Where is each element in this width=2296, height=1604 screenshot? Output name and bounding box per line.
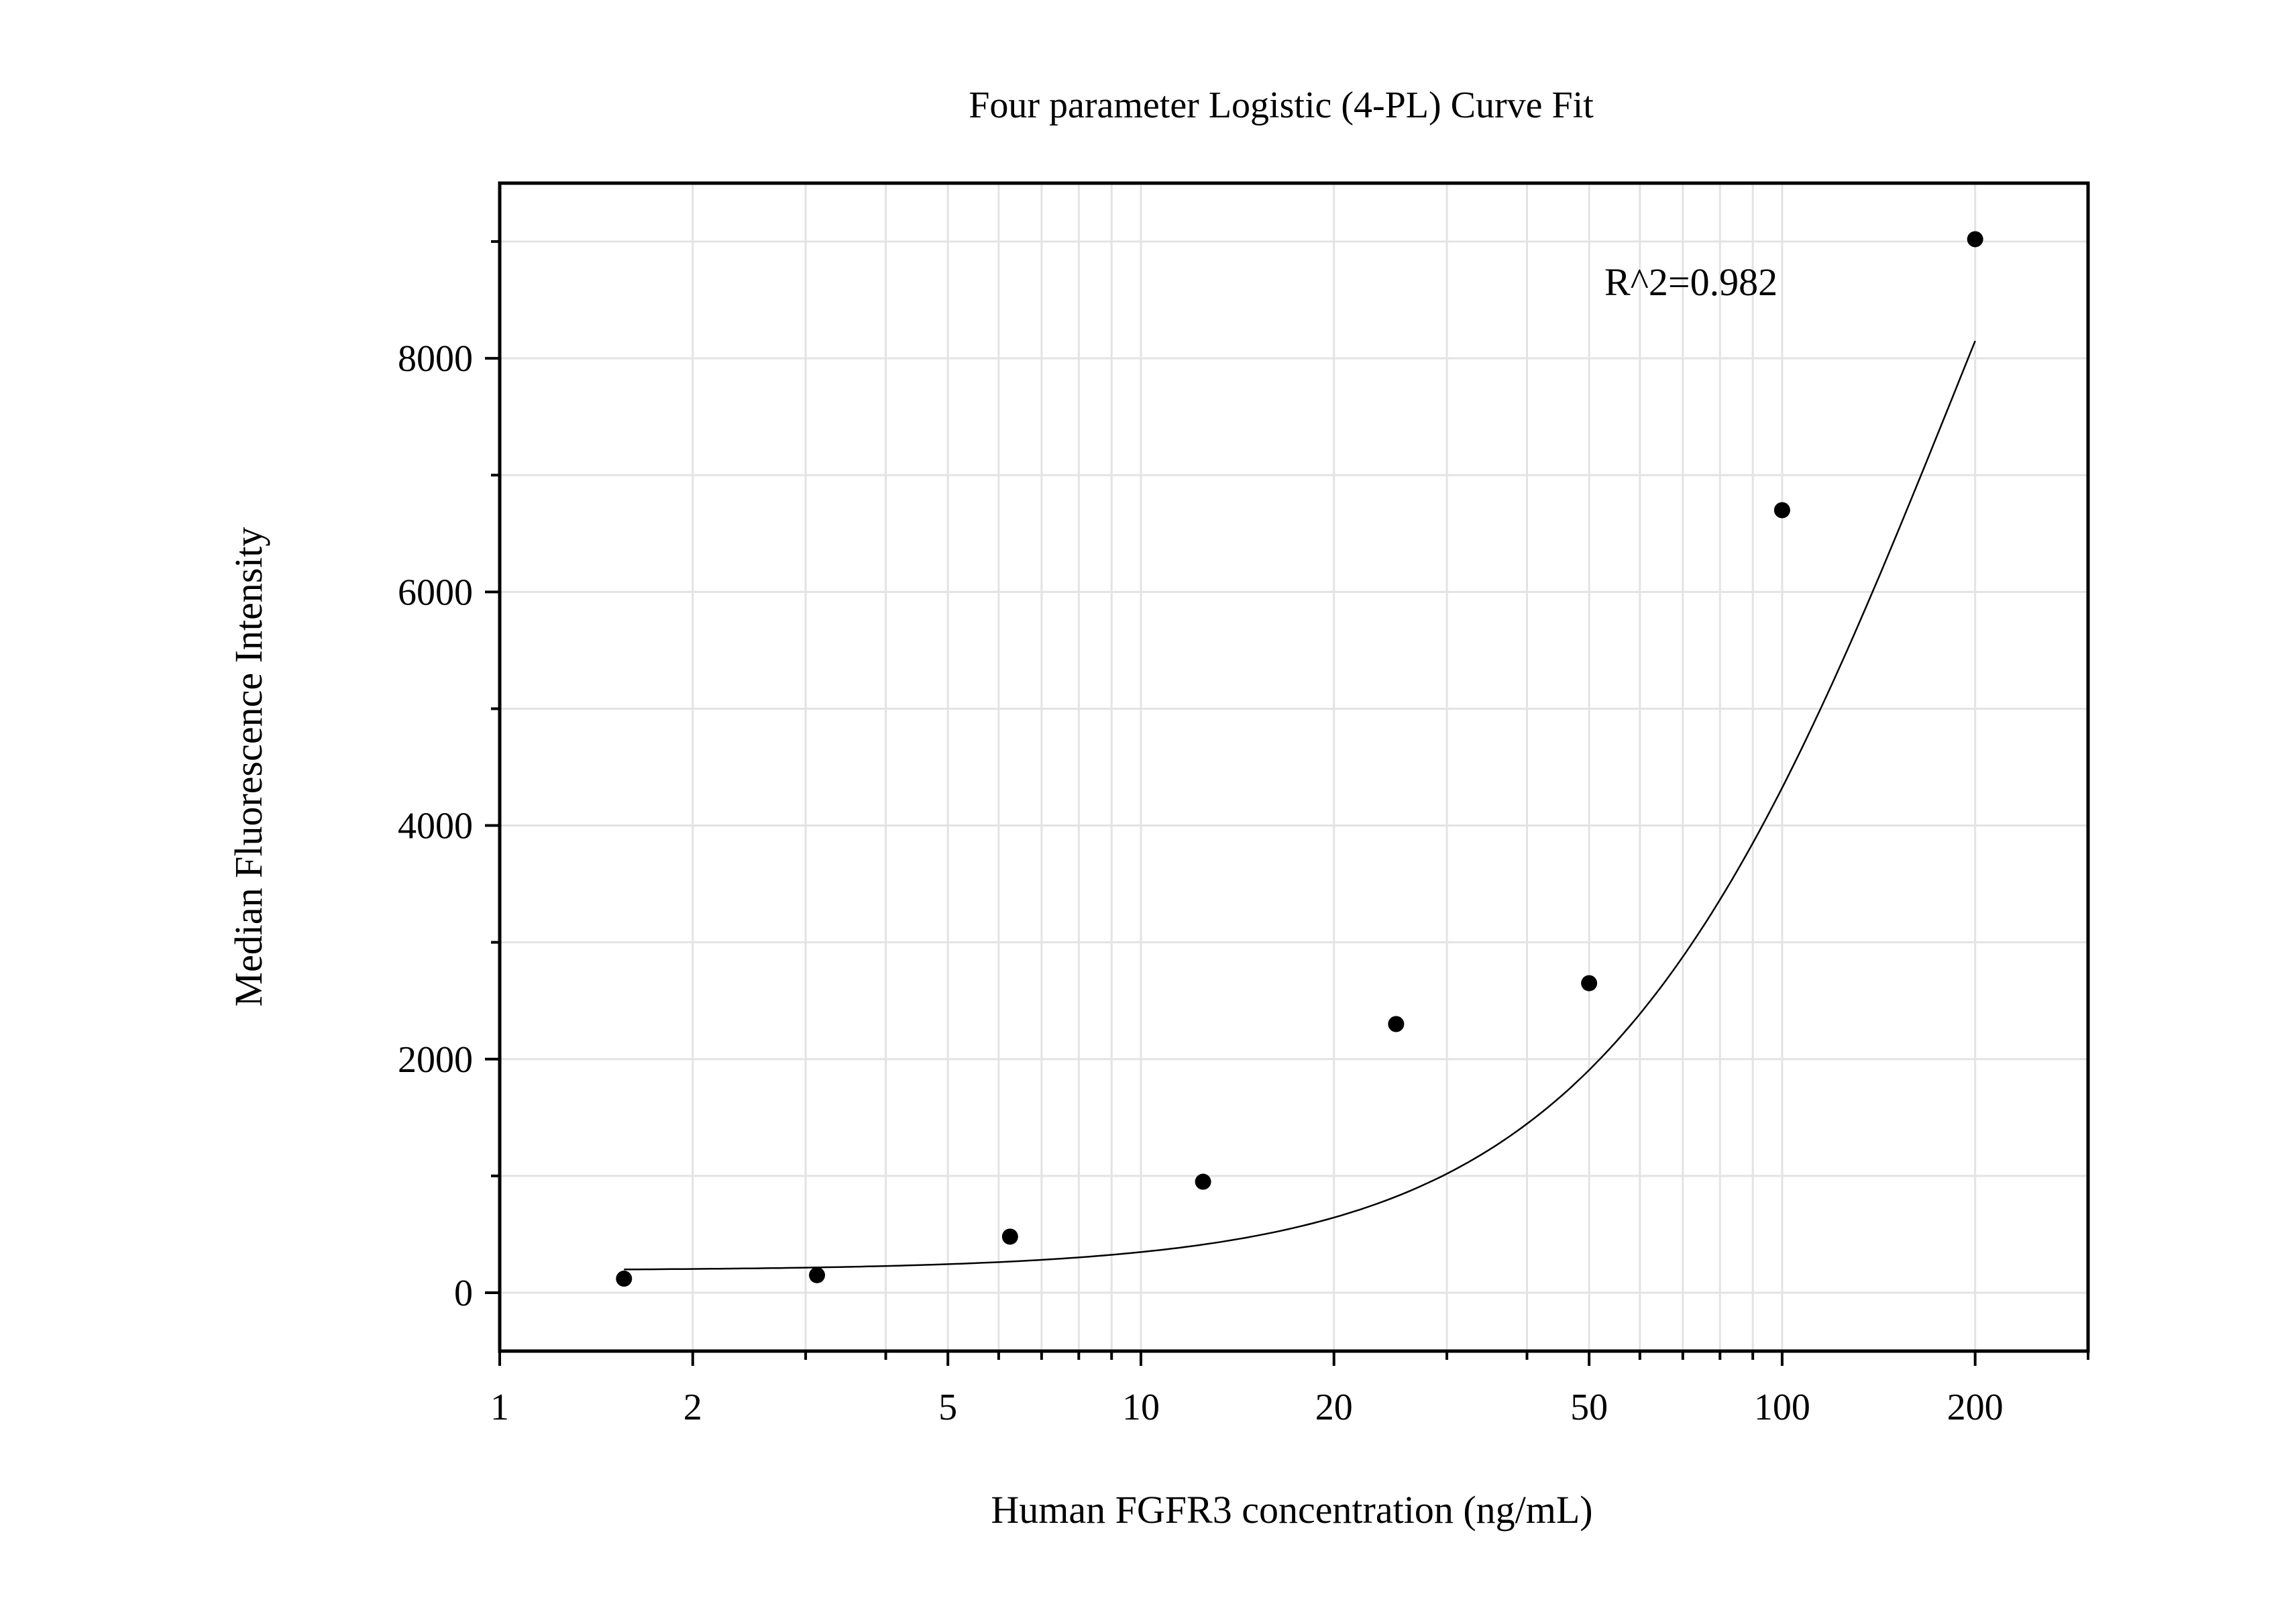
x-axis-label: Human FGFR3 concentration (ng/mL) <box>991 1488 1592 1532</box>
data-point <box>1967 231 1983 248</box>
data-point <box>1581 975 1598 992</box>
minor-ticks <box>491 240 2089 1360</box>
y-tick-label: 6000 <box>398 572 473 613</box>
data-points <box>616 231 1983 1287</box>
chart-title: Four parameter Logistic (4-PL) Curve Fit <box>969 85 1594 126</box>
x-tick-label: 200 <box>1947 1387 2004 1428</box>
x-tick-label: 1 <box>490 1387 509 1428</box>
x-tick-label: 2 <box>684 1387 702 1428</box>
data-point <box>616 1271 633 1287</box>
r-squared-annotation: R^2=0.982 <box>1604 260 1778 304</box>
plot-frame <box>498 181 2090 1353</box>
y-tick-labels: 0 2000 4000 6000 8000 <box>398 338 473 1314</box>
grid <box>500 183 2089 1351</box>
x-tick-label: 5 <box>938 1387 957 1428</box>
y-tick-label: 4000 <box>398 806 473 847</box>
data-point <box>809 1267 826 1283</box>
fit-curve <box>624 340 1976 1271</box>
data-point <box>1195 1173 1211 1190</box>
x-tick-label: 10 <box>1122 1387 1160 1428</box>
x-tick-label: 20 <box>1315 1387 1353 1428</box>
data-point <box>1388 1016 1405 1032</box>
y-axis-label: Median Fluorescence Intensity <box>227 527 270 1006</box>
y-tick-label: 2000 <box>398 1039 473 1081</box>
y-tick-label: 0 <box>454 1273 473 1314</box>
x-tick-label: 50 <box>1570 1387 1608 1428</box>
x-tick-labels: 1 2 5 10 20 50 100 200 <box>490 1387 2004 1428</box>
x-tick-label: 100 <box>1754 1387 1810 1428</box>
axis-ticks <box>485 357 1977 1366</box>
data-point <box>1001 1228 1018 1245</box>
data-point <box>1773 502 1790 519</box>
y-tick-label: 8000 <box>398 338 473 380</box>
